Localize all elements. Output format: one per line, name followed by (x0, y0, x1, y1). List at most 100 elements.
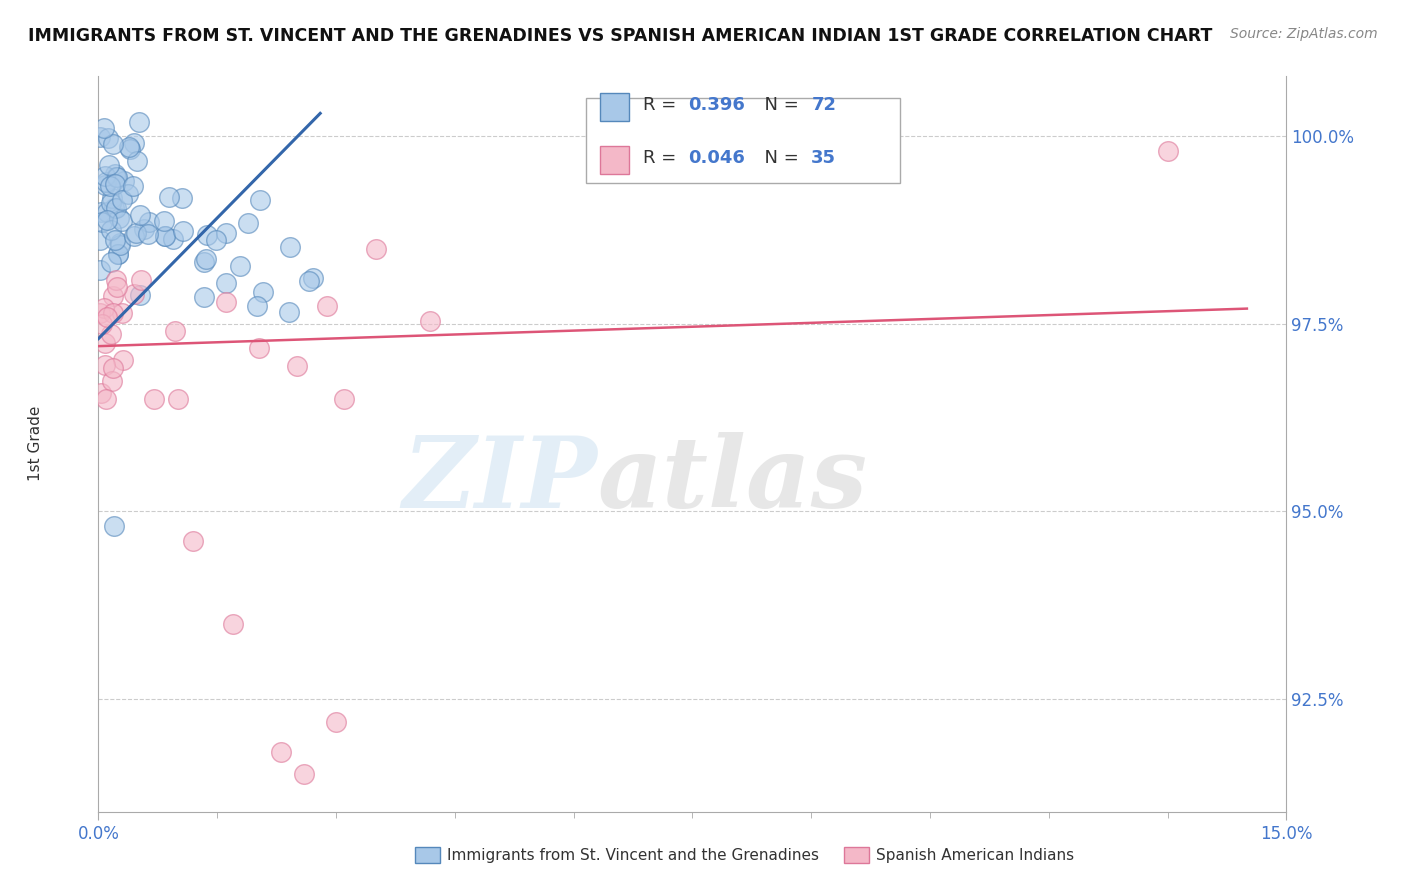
Point (94, 169, 117, 184)
Point (105, 201, 128, 215)
Point (122, 136, 145, 150)
Point (94, 358, 117, 372)
Point (107, 280, 129, 294)
Point (153, 229, 176, 244)
Point (136, 227, 159, 242)
Point (111, 306, 134, 320)
Point (125, 226, 148, 240)
Text: N =: N = (754, 96, 804, 114)
Text: Spanish American Indians: Spanish American Indians (876, 848, 1074, 863)
Point (125, 153, 148, 168)
Point (252, 285, 274, 299)
Point (215, 277, 238, 291)
Point (90, 205, 112, 219)
Point (104, 177, 127, 191)
Point (222, 617, 245, 632)
Point (195, 227, 218, 242)
Point (236, 216, 259, 230)
Point (292, 767, 315, 781)
Point (100, 223, 122, 237)
Point (129, 208, 152, 222)
Point (108, 211, 131, 225)
Point (112, 174, 135, 188)
Point (104, 233, 127, 247)
Point (89, 306, 111, 320)
Text: 35: 35 (811, 148, 837, 167)
Point (129, 273, 152, 287)
Point (419, 314, 441, 328)
Point (100, 179, 122, 194)
Point (110, 237, 132, 252)
Point (162, 232, 184, 246)
Point (97, 131, 120, 145)
Point (101, 288, 124, 302)
Point (111, 353, 134, 368)
Point (103, 201, 125, 215)
Point (277, 304, 299, 318)
Text: 0.396: 0.396 (688, 96, 745, 114)
Point (103, 136, 125, 151)
Bar (600, 94, 630, 121)
Point (89, 233, 111, 247)
Point (204, 233, 226, 247)
Point (325, 714, 347, 729)
Point (298, 274, 321, 288)
Point (302, 270, 325, 285)
Point (100, 254, 122, 268)
Point (157, 190, 180, 204)
Point (104, 167, 127, 181)
Point (93, 120, 115, 135)
Point (101, 361, 124, 376)
Point (193, 255, 215, 269)
Point (90, 386, 112, 401)
Point (103, 306, 125, 320)
Point (228, 259, 250, 273)
Point (100, 326, 122, 341)
Point (249, 194, 271, 208)
Point (96, 212, 118, 227)
Text: N =: N = (754, 148, 804, 167)
Point (170, 191, 193, 205)
Point (153, 213, 176, 227)
Point (96, 205, 118, 219)
Point (94, 175, 117, 189)
Point (153, 228, 176, 243)
Point (132, 222, 155, 236)
Point (93, 301, 115, 315)
Point (270, 745, 292, 759)
Point (129, 287, 152, 301)
Text: R =: R = (643, 96, 682, 114)
Point (143, 392, 166, 406)
Point (94, 392, 117, 406)
Point (172, 224, 194, 238)
Point (107, 247, 129, 261)
Point (193, 290, 215, 304)
Text: IMMIGRANTS FROM ST. VINCENT AND THE GRENADINES VS SPANISH AMERICAN INDIAN 1ST GR: IMMIGRANTS FROM ST. VINCENT AND THE GREN… (28, 27, 1212, 45)
Point (247, 341, 270, 355)
Point (167, 392, 190, 406)
Y-axis label: 1st Grade: 1st Grade (28, 406, 42, 482)
Text: 72: 72 (811, 96, 837, 114)
Point (122, 229, 145, 244)
Bar (585, 98, 900, 183)
Point (103, 519, 125, 533)
Text: ZIP: ZIP (402, 433, 598, 529)
Point (163, 324, 186, 338)
Point (104, 169, 127, 184)
Point (246, 299, 269, 313)
Point (1156, 144, 1178, 158)
Text: atlas: atlas (598, 433, 868, 529)
Point (105, 169, 128, 184)
Point (118, 140, 141, 154)
Point (97, 158, 120, 172)
Point (366, 242, 388, 256)
Point (194, 252, 217, 266)
Point (128, 115, 150, 129)
Point (285, 359, 308, 373)
Point (278, 240, 301, 254)
Point (100, 195, 122, 210)
Text: R =: R = (643, 148, 682, 167)
Point (117, 186, 139, 201)
Point (108, 235, 131, 250)
Point (111, 193, 134, 207)
